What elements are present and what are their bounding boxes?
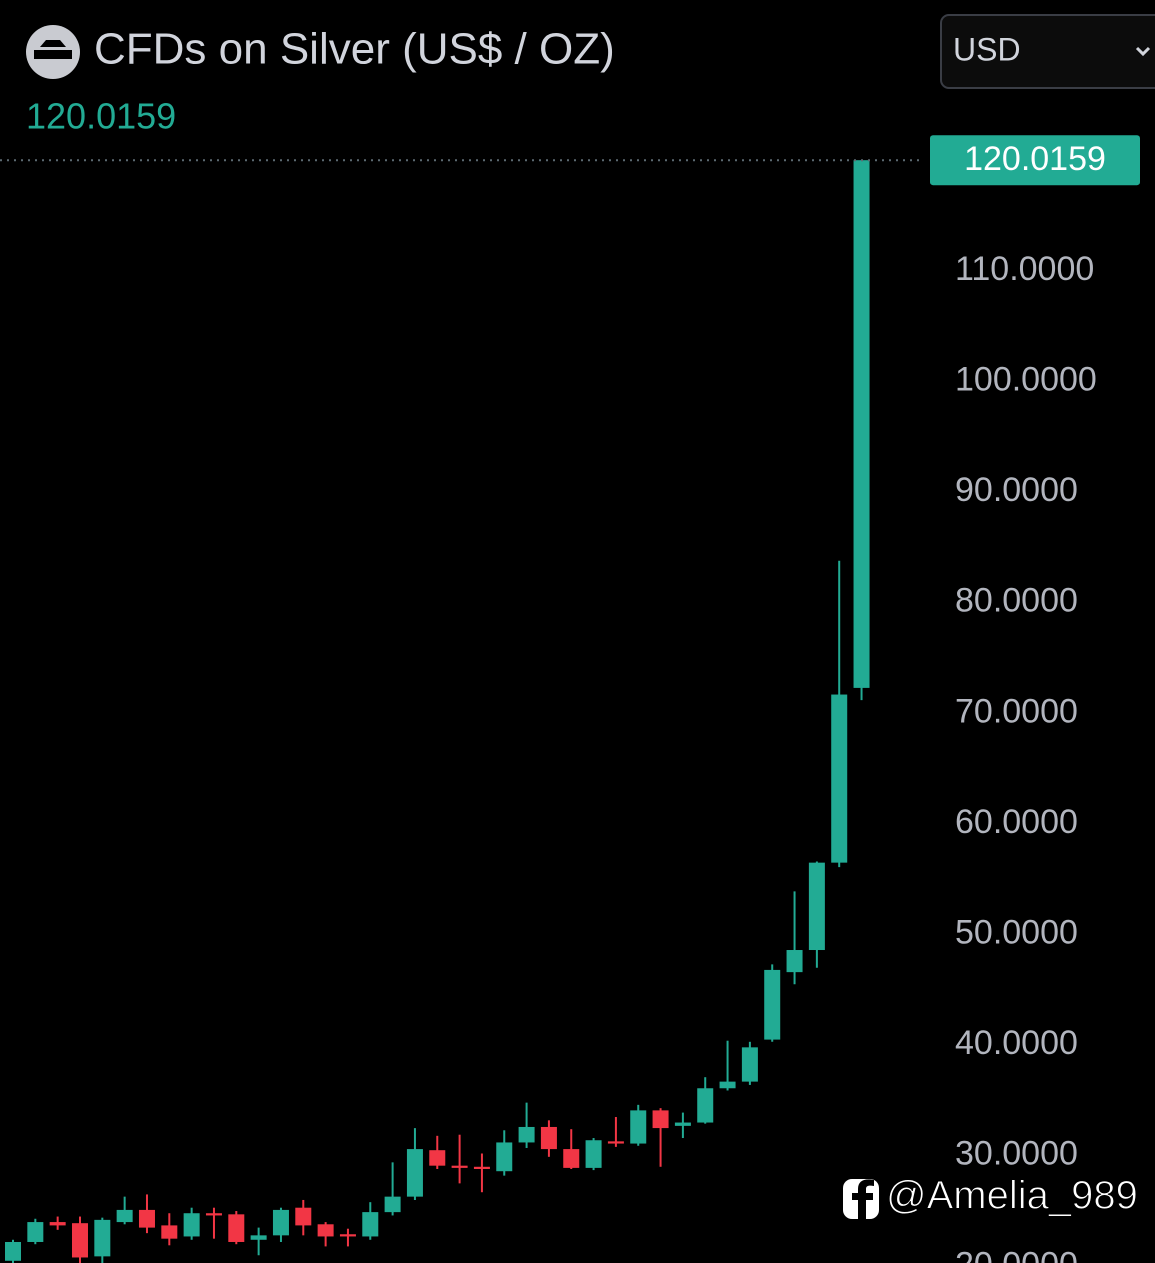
candle-body (741, 1047, 758, 1082)
candle-body (585, 1140, 602, 1168)
candle-body (406, 1149, 423, 1197)
y-tick-label: 50.0000 (955, 914, 1078, 952)
y-tick-label: 90.0000 (955, 471, 1078, 509)
y-tick-label: 60.0000 (955, 803, 1078, 841)
candle-body (384, 1196, 401, 1213)
candle-body (27, 1222, 44, 1242)
candle-body (94, 1219, 111, 1257)
candle-body (116, 1209, 133, 1223)
candle-body (607, 1141, 624, 1144)
currency-selector[interactable]: USD (940, 14, 1155, 89)
candle-body (295, 1207, 312, 1226)
candle-body (183, 1213, 200, 1237)
candle-body (205, 1213, 222, 1216)
candle-body (362, 1212, 379, 1237)
candle-body (808, 862, 825, 951)
last-price-label: 120.0159 (964, 140, 1106, 178)
candle-body (473, 1166, 490, 1169)
candle-body (161, 1225, 178, 1239)
plot-area: 20.0000 30.0000 40.0000 50.0000 60.0000 70.00… (0, 135, 1140, 1263)
watermark: @Amelia_989 (843, 1173, 1138, 1219)
symbol-icon (26, 25, 80, 79)
y-tick-label: 20.0000 (955, 1245, 1078, 1263)
candle-body (49, 1222, 66, 1226)
currency-box[interactable] (940, 14, 1155, 89)
candle-body (697, 1088, 714, 1123)
candle-body (563, 1149, 580, 1168)
candle-body (719, 1081, 736, 1089)
y-tick-label: 70.0000 (955, 692, 1078, 730)
candle-body (652, 1110, 669, 1129)
y-tick-label: 100.0000 (955, 361, 1097, 399)
candle-body (674, 1122, 691, 1126)
candle-body (831, 694, 848, 863)
candle-body (250, 1235, 267, 1240)
y-tick-label: 110.0000 (955, 250, 1094, 288)
candle-body (630, 1110, 647, 1144)
candle-body (518, 1126, 535, 1143)
candle-body (451, 1165, 468, 1168)
candle-body (228, 1214, 245, 1242)
candle-body (764, 969, 781, 1040)
y-tick-label: 80.0000 (955, 582, 1078, 620)
candle-body (496, 1142, 513, 1172)
y-tick-label: 40.0000 (955, 1024, 1078, 1062)
candle-body (429, 1150, 446, 1166)
header-price: 120.0159 (26, 96, 176, 137)
candle-body (71, 1223, 88, 1258)
candle-body (5, 1241, 21, 1261)
candle-body (339, 1234, 356, 1237)
candle-body (786, 950, 803, 973)
y-tick-label: 30.0000 (955, 1135, 1078, 1173)
chart-title: CFDs on Silver (US$ / OZ) (94, 25, 615, 74)
candle-body (272, 1209, 289, 1236)
currency-label[interactable]: USD (953, 31, 1021, 67)
candle-body (540, 1126, 557, 1150)
watermark-text: @Amelia_989 (886, 1174, 1138, 1218)
last-price-tag (930, 135, 1140, 186)
candle-body (317, 1224, 334, 1237)
candle-body (138, 1209, 155, 1228)
candle-body (853, 160, 870, 688)
